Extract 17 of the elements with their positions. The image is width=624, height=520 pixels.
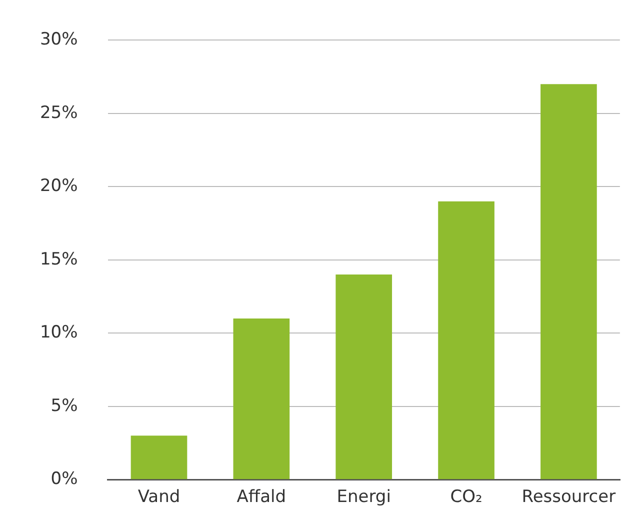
x-tick-label: Ressourcer: [522, 487, 616, 508]
x-tick-label: Vand: [138, 487, 180, 508]
y-tick-label: 20%: [40, 176, 78, 196]
x-tick-label: Affald: [236, 487, 286, 508]
x-tick-label: Energi: [336, 487, 391, 508]
y-tick-label: 10%: [40, 322, 78, 343]
y-tick-label: 0%: [50, 469, 78, 490]
bar: [540, 84, 597, 480]
y-tick-label: 15%: [40, 249, 78, 270]
y-tick-label: 25%: [40, 102, 78, 123]
y-tick-label: 5%: [50, 396, 78, 416]
x-tick-label: CO₂: [450, 487, 482, 508]
bar: [130, 436, 188, 480]
bar: [438, 201, 494, 480]
bar: [336, 274, 392, 480]
y-tick-label: 30%: [40, 30, 78, 50]
bar: [233, 318, 290, 480]
